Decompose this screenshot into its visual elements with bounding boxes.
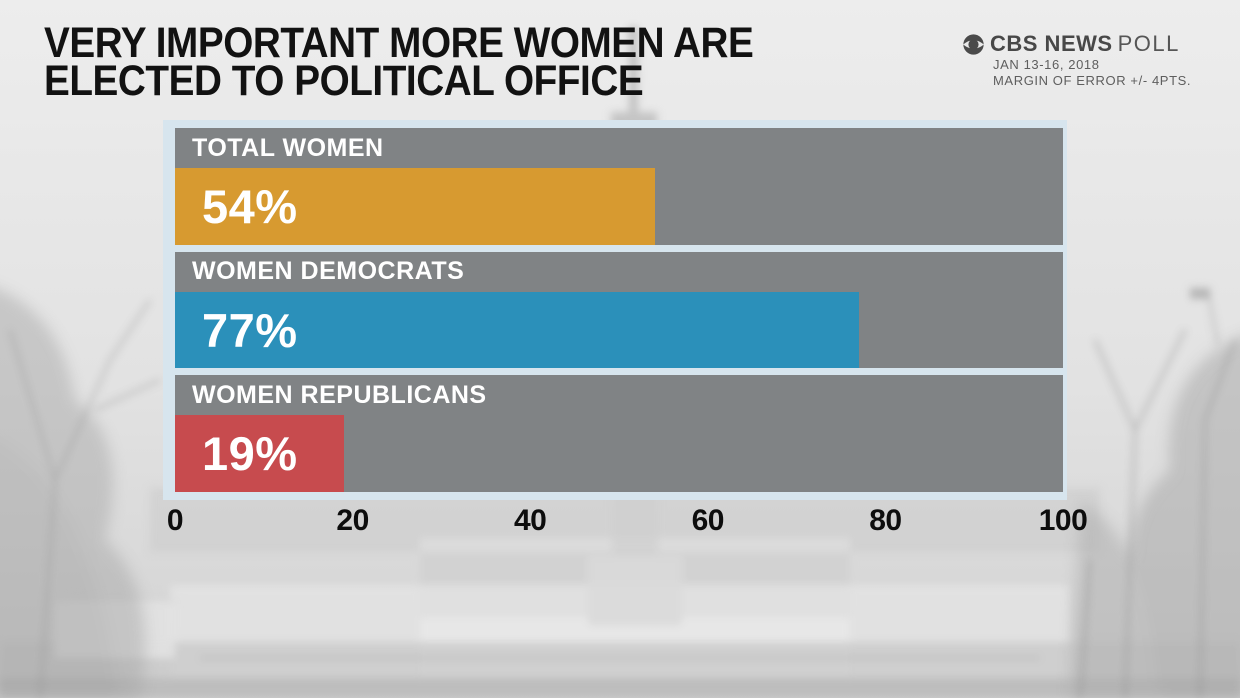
bar-row-total-women: TOTAL WOMEN 54% [175,128,1063,245]
x-axis-tick: 40 [514,504,547,537]
cbs-eye-icon [963,33,984,55]
x-axis-tick: 100 [1038,504,1088,537]
bar-category-label: TOTAL WOMEN [192,133,384,162]
poll-date: JAN 13-16, 2018 [993,57,1100,72]
bar-chart: TOTAL WOMEN 54% WOMEN DEMOCRATS 77% WOME… [163,120,1067,500]
bar-category-label: WOMEN REPUBLICANS [192,380,487,409]
title-line-1: VERY IMPORTANT MORE WOMEN ARE [44,19,754,67]
x-axis-tick: 20 [336,504,369,537]
poll-margin-of-error: MARGIN OF ERROR +/- 4PTS. [993,73,1192,88]
value-bar: 54% [175,168,655,245]
brand-product-name: POLL [1117,31,1180,56]
page-title: VERY IMPORTANT MORE WOMEN ARE ELECTED TO… [44,22,754,103]
poll-branding: CBS NEWS POLL JAN 13-16, 2018 MARGIN OF … [962,31,1191,89]
x-axis: 0 20 40 60 80 100 [167,504,1088,544]
x-axis-tick: 60 [691,504,725,537]
value-bar: 19% [175,415,344,493]
x-axis-tick: 0 [166,504,184,537]
bar-category-label: WOMEN DEMOCRATS [192,257,465,286]
value-bar: 77% [175,291,859,369]
bar-row-women-republicans: WOMEN REPUBLICANS 19% [175,375,1063,493]
bar-row-women-democrats: WOMEN DEMOCRATS 77% [175,251,1063,369]
brand-network-name: CBS NEWS [990,31,1113,56]
bar-value-label: 77% [202,303,298,357]
bar-track: 54% [175,168,1063,245]
brand-row: CBS NEWS POLL [962,31,1191,57]
x-axis-tick: 80 [869,504,902,537]
bar-value-label: 19% [202,427,298,481]
bar-track: 77% [175,291,1063,369]
bar-value-label: 54% [202,179,298,233]
bar-track: 19% [175,415,1063,493]
title-line-2: ELECTED TO POLITICAL OFFICE [44,57,644,105]
